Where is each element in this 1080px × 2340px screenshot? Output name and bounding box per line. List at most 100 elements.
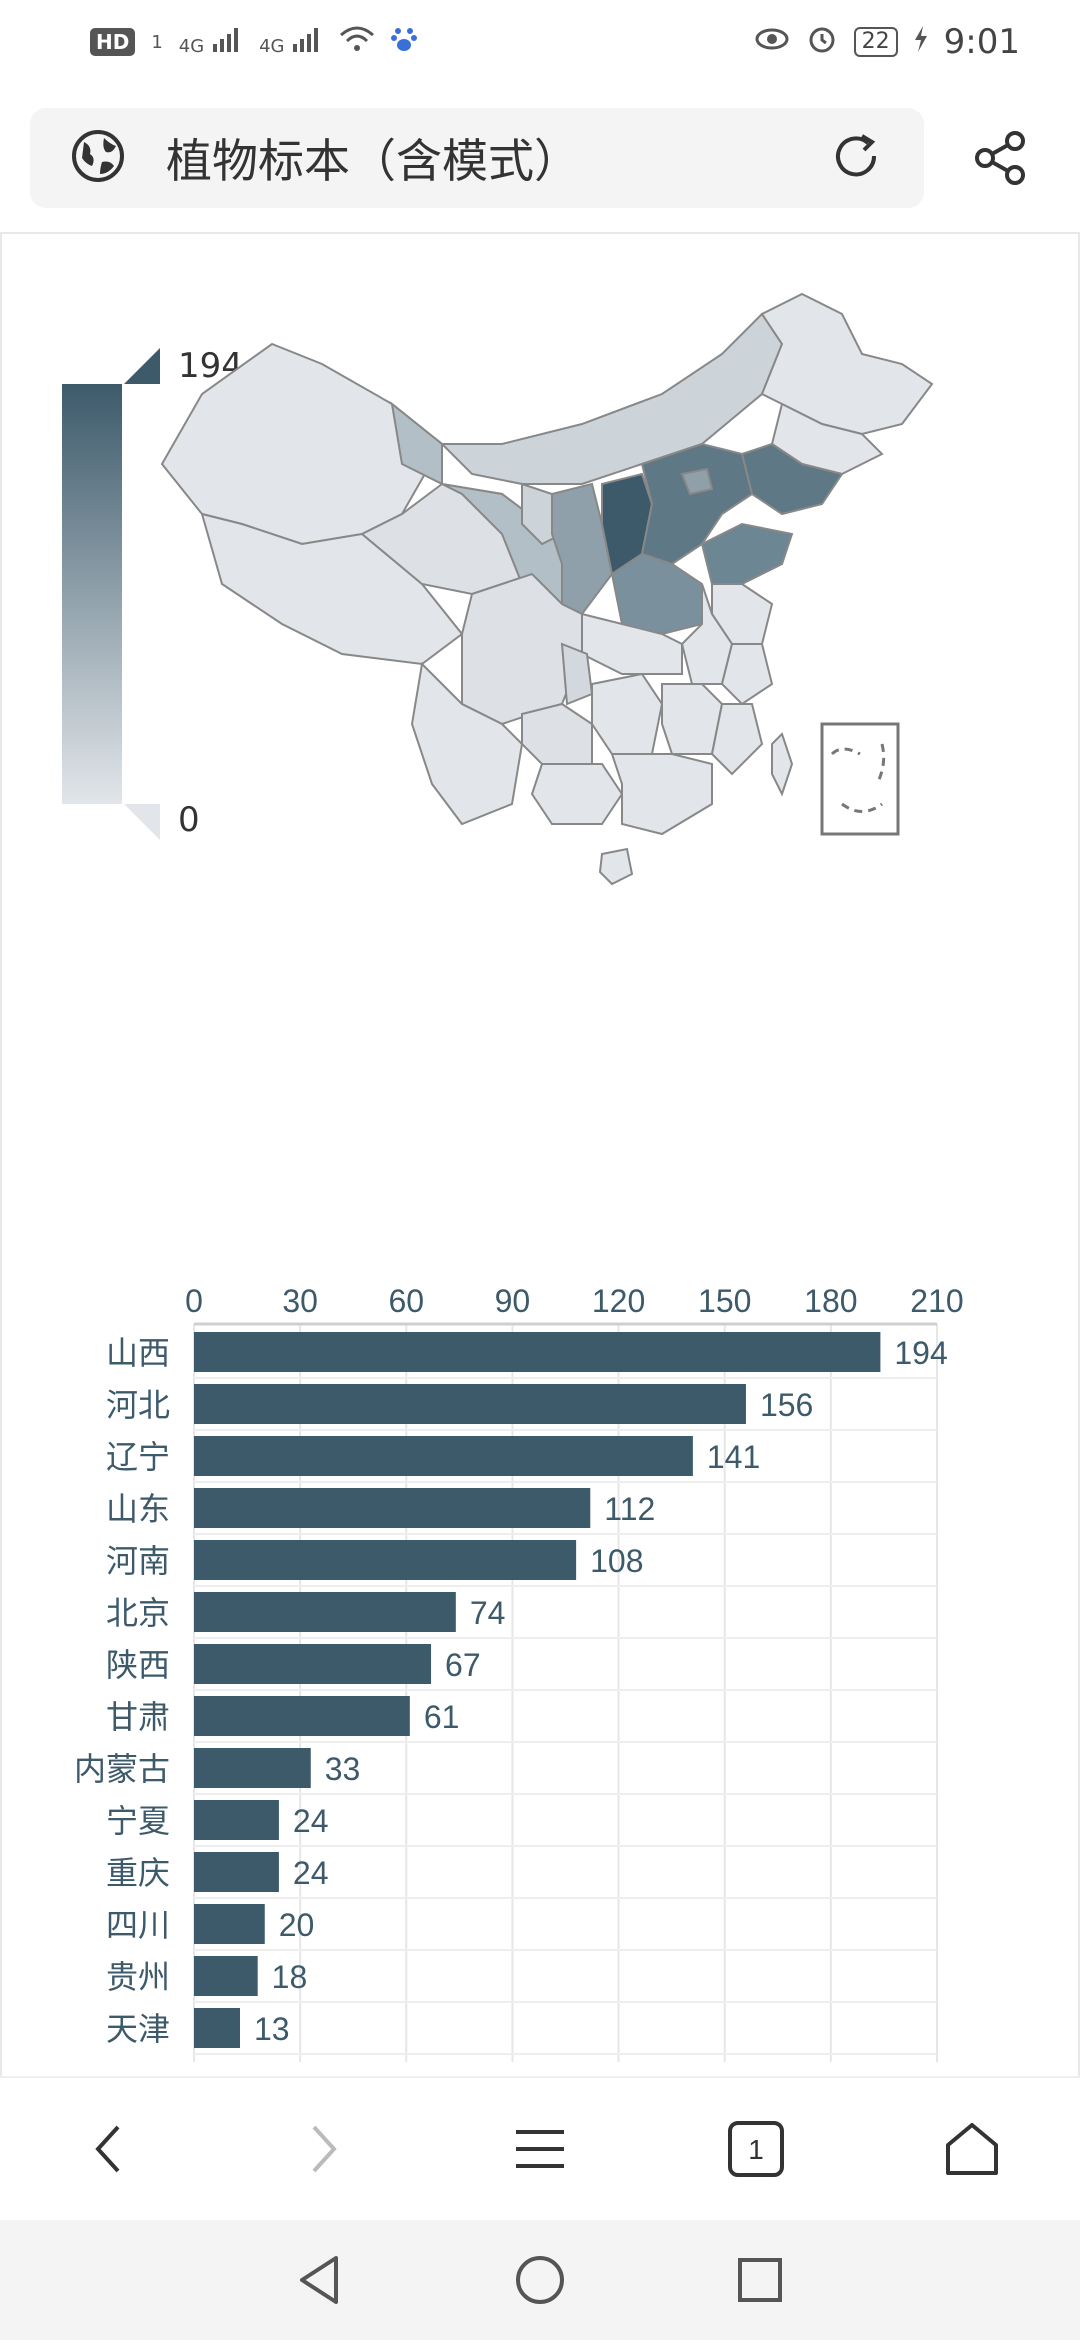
address-bar[interactable]: 植物标本（含模式） bbox=[30, 108, 924, 208]
forward-icon[interactable] bbox=[304, 2119, 344, 2179]
value-label: 156 bbox=[760, 1387, 813, 1423]
bar-北京[interactable] bbox=[194, 1592, 456, 1632]
charging-icon bbox=[914, 25, 928, 59]
region-guizhou bbox=[521, 702, 593, 765]
region-shandong bbox=[700, 522, 794, 585]
china-map[interactable] bbox=[142, 284, 962, 964]
clock: 9:01 bbox=[943, 22, 1020, 62]
bar-贵州[interactable] bbox=[194, 1956, 258, 1996]
region-heilongjiang bbox=[760, 292, 934, 436]
region-hebei bbox=[640, 442, 754, 566]
value-label: 74 bbox=[470, 1595, 506, 1631]
region-anhui bbox=[680, 583, 734, 685]
share-button[interactable] bbox=[960, 118, 1040, 198]
visual-map-gradient[interactable] bbox=[62, 384, 122, 804]
menu-icon[interactable] bbox=[510, 2124, 570, 2174]
eye-icon bbox=[754, 26, 790, 59]
region-beijing bbox=[680, 467, 714, 496]
visual-map-max-handle[interactable] bbox=[124, 348, 160, 384]
category-label: 山西 bbox=[106, 1334, 170, 1372]
back-icon[interactable] bbox=[88, 2119, 128, 2179]
category-label: 内蒙古 bbox=[74, 1750, 170, 1788]
category-label: 四川 bbox=[106, 1906, 170, 1944]
region-guangxi bbox=[530, 763, 624, 825]
value-label: 20 bbox=[279, 1907, 315, 1943]
category-label: 河北 bbox=[106, 1386, 170, 1424]
region-henan bbox=[610, 552, 703, 636]
category-label: 贵州 bbox=[106, 1958, 170, 1996]
x-tick-label: 60 bbox=[388, 1284, 424, 1319]
bar-山东[interactable] bbox=[194, 1488, 591, 1528]
tabs-count: 1 bbox=[748, 2134, 764, 2165]
category-label: 山东 bbox=[106, 1490, 170, 1528]
value-label: 33 bbox=[325, 1751, 361, 1787]
category-label: 辽宁 bbox=[106, 1438, 170, 1476]
x-tick-label: 0 bbox=[185, 1284, 203, 1319]
sim-label: 1 bbox=[151, 31, 163, 53]
value-label: 112 bbox=[604, 1491, 655, 1527]
signal-icon-2: 4G bbox=[259, 26, 323, 59]
menu-button[interactable] bbox=[490, 2099, 590, 2199]
baidu-paw-icon bbox=[391, 25, 418, 60]
forward-button[interactable] bbox=[274, 2099, 374, 2199]
bar-四川[interactable] bbox=[194, 1904, 265, 1944]
refresh-icon[interactable] bbox=[828, 128, 884, 188]
bar-内蒙古[interactable] bbox=[194, 1748, 311, 1788]
x-tick-label: 150 bbox=[698, 1284, 751, 1319]
value-label: 18 bbox=[272, 1959, 308, 1995]
x-tick-label: 210 bbox=[910, 1284, 963, 1319]
x-tick-label: 30 bbox=[282, 1284, 318, 1319]
x-tick-label: 120 bbox=[592, 1284, 645, 1319]
category-label: 天津 bbox=[106, 2010, 170, 2048]
bar-辽宁[interactable] bbox=[194, 1436, 693, 1476]
visual-map-min-handle[interactable] bbox=[124, 804, 160, 840]
bar-山西[interactable] bbox=[194, 1332, 881, 1372]
globe-icon[interactable] bbox=[70, 128, 126, 188]
battery-indicator: 22 bbox=[853, 27, 898, 57]
region-zhejiang bbox=[720, 643, 774, 706]
bar-甘肃[interactable] bbox=[194, 1696, 410, 1736]
home-icon[interactable] bbox=[940, 2117, 1004, 2181]
region-hunan bbox=[591, 672, 664, 755]
bar-重庆[interactable] bbox=[194, 1852, 279, 1892]
value-label: 194 bbox=[894, 1335, 947, 1371]
chart-bars: 山西 194 河北 156 辽宁 141 山东 112 河南 108 北京 74 陕西 67 甘肃 61 内蒙古… bbox=[74, 1332, 948, 2048]
value-label: 24 bbox=[293, 1803, 329, 1839]
bar-chart[interactable]: 0 30 60 90 120 150 180 210 山西 194 河北 156 辽宁 141 山东 112… bbox=[2, 1284, 1080, 2076]
value-label: 141 bbox=[707, 1439, 760, 1475]
system-recents-icon[interactable] bbox=[730, 2250, 790, 2310]
status-bar: HD 1 4G 4G 22 9:01 bbox=[0, 0, 1080, 84]
hd-badge: HD bbox=[90, 28, 136, 56]
value-label: 108 bbox=[590, 1543, 643, 1579]
bar-天津[interactable] bbox=[194, 2008, 240, 2048]
page-content[interactable]: 194 0 bbox=[0, 232, 1080, 2076]
share-icon[interactable] bbox=[970, 128, 1030, 188]
region-taiwan bbox=[771, 732, 794, 797]
category-label: 河南 bbox=[106, 1542, 170, 1580]
value-label: 24 bbox=[293, 1855, 329, 1891]
wifi-icon bbox=[339, 25, 375, 60]
category-label: 重庆 bbox=[106, 1854, 170, 1892]
system-home-icon[interactable] bbox=[510, 2250, 570, 2310]
bar-河南[interactable] bbox=[194, 1540, 577, 1580]
region-fujian bbox=[710, 703, 764, 776]
bar-陕西[interactable] bbox=[194, 1644, 432, 1684]
bar-宁夏[interactable] bbox=[194, 1800, 279, 1840]
value-label: 61 bbox=[424, 1699, 460, 1735]
region-liaoning bbox=[740, 442, 844, 516]
system-back-icon[interactable] bbox=[290, 2250, 350, 2310]
chart-x-axis: 0 30 60 90 120 150 180 210 bbox=[185, 1284, 964, 1326]
region-hubei bbox=[581, 612, 683, 675]
bar-河北[interactable] bbox=[194, 1384, 746, 1424]
value-label: 13 bbox=[254, 2011, 290, 2047]
back-button[interactable] bbox=[58, 2099, 158, 2199]
status-right: 22 9:01 bbox=[754, 22, 1020, 62]
visual-map-min-label: 0 bbox=[178, 800, 200, 840]
tabs-button[interactable]: 1 bbox=[706, 2099, 806, 2199]
page-title: 植物标本（含模式） bbox=[166, 134, 580, 188]
region-jiangxi bbox=[661, 683, 724, 755]
signal-icon: 4G bbox=[179, 26, 243, 59]
home-button[interactable] bbox=[922, 2099, 1022, 2199]
category-label: 陕西 bbox=[106, 1646, 170, 1684]
tabs-icon[interactable]: 1 bbox=[724, 2117, 788, 2181]
